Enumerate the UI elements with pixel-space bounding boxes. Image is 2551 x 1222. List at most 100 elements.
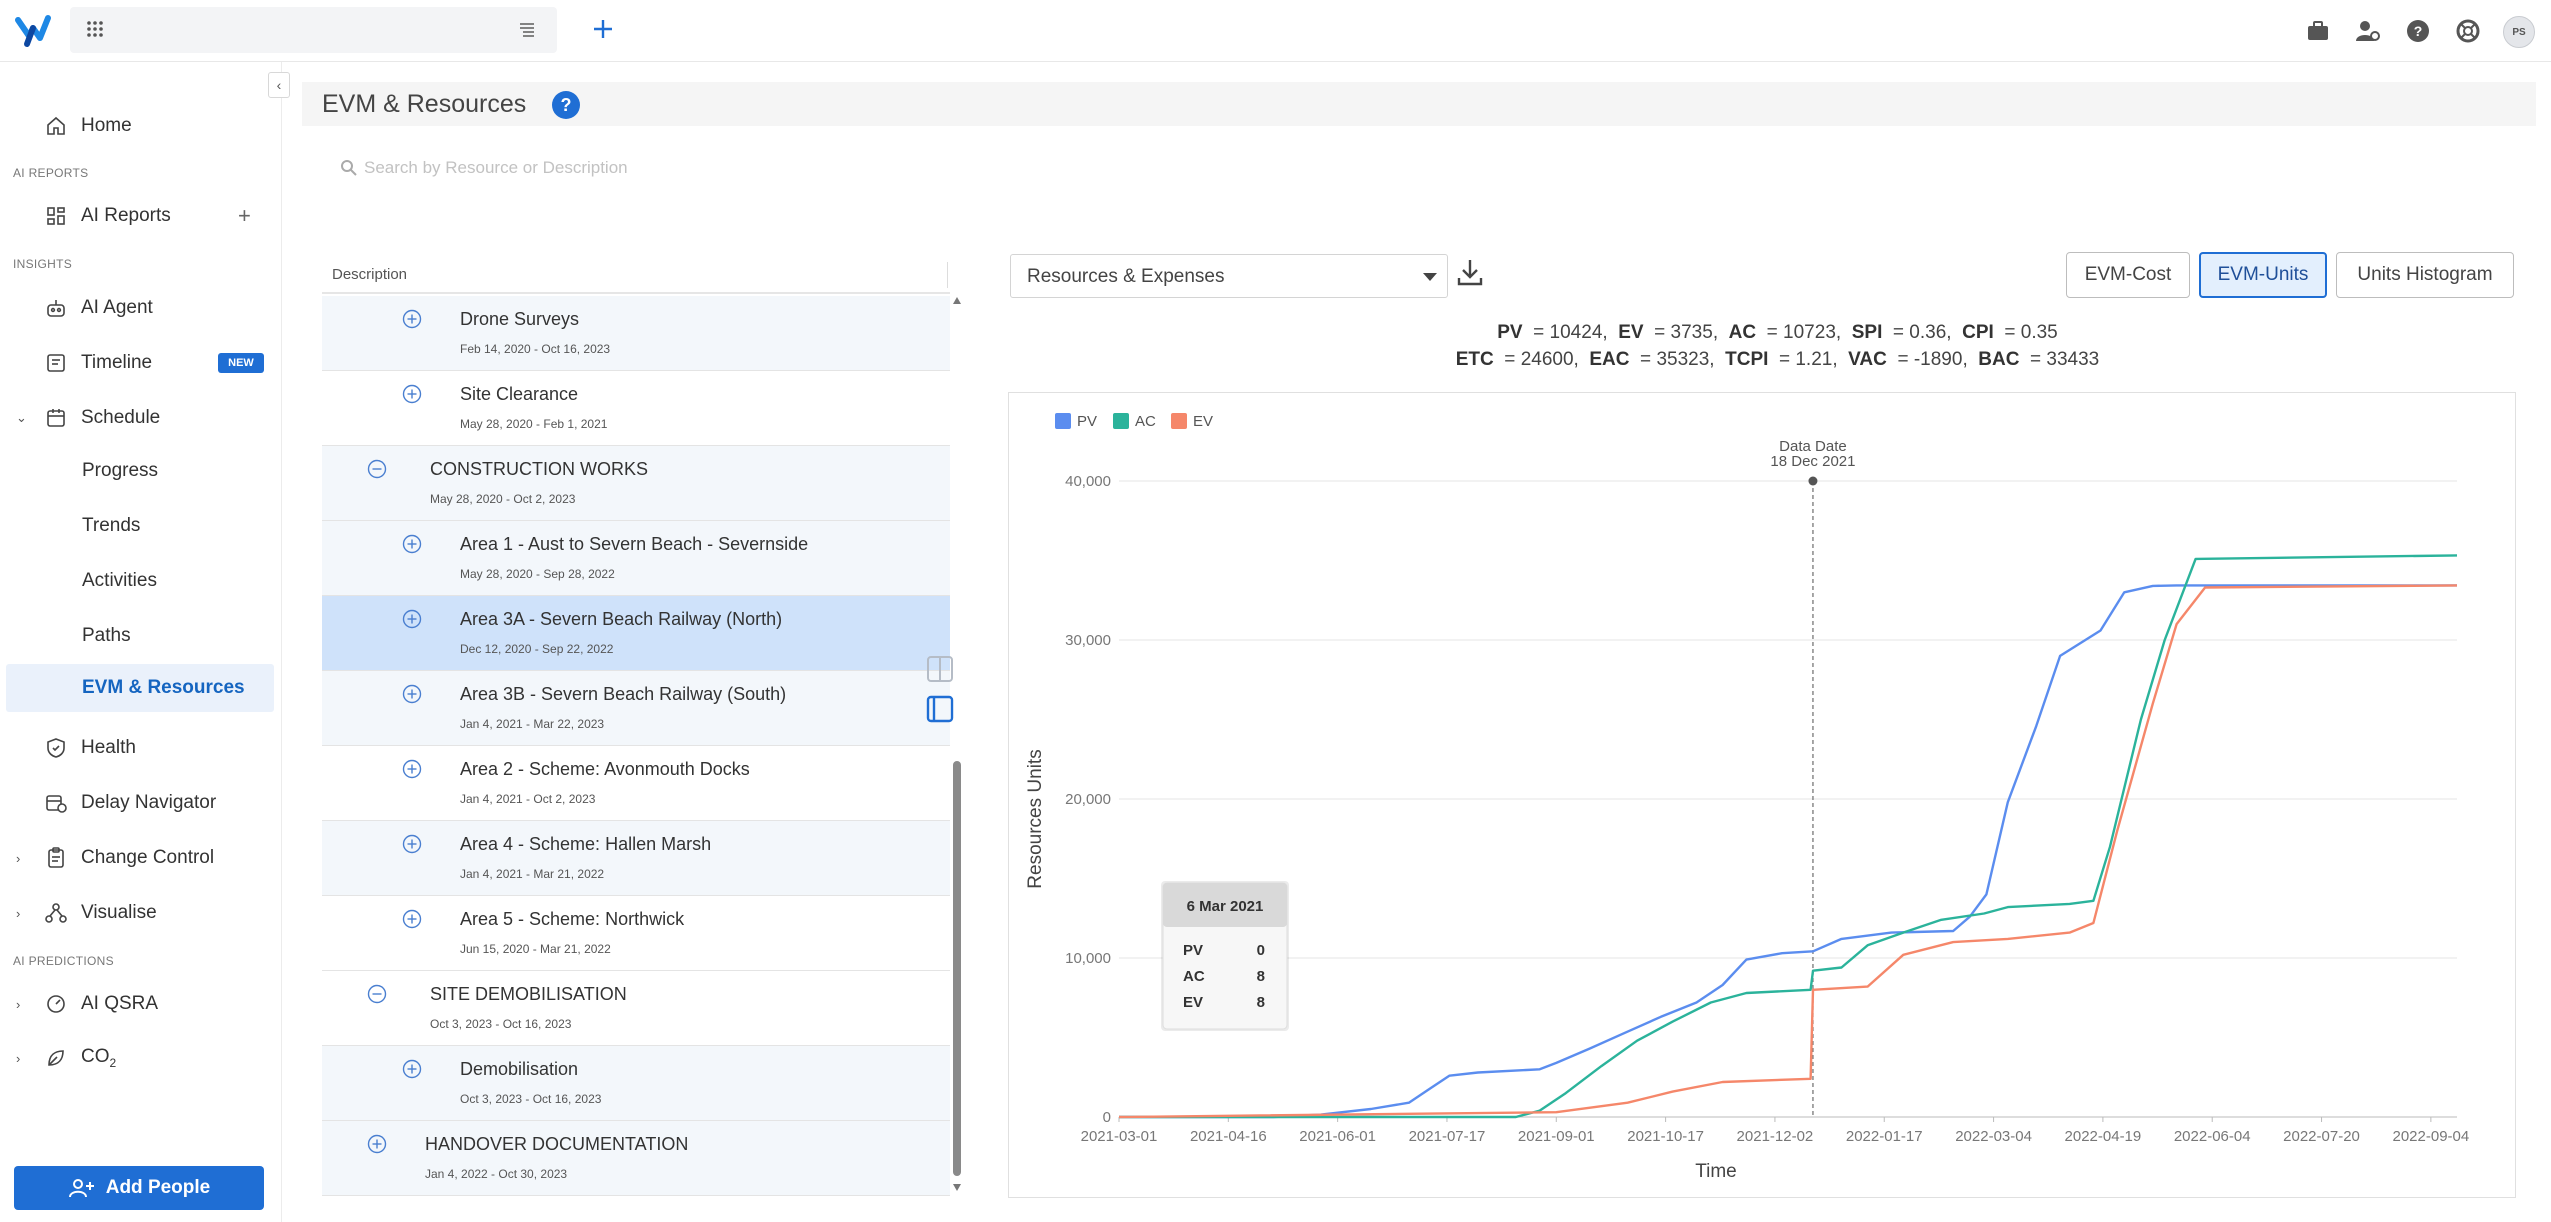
- co2-subscript: 2: [109, 1055, 117, 1070]
- clipboard-icon: [48, 847, 64, 868]
- sidebar-item-schedule[interactable]: ⌄ Schedule: [0, 396, 274, 440]
- expand-plus-icon[interactable]: [402, 909, 422, 929]
- chevron-down-icon[interactable]: ⌄: [16, 410, 27, 425]
- table-row[interactable]: SITE DEMOBILISATION Oct 3, 2023 - Oct 16,…: [322, 971, 950, 1046]
- row-description: CONSTRUCTION WORKS: [430, 459, 648, 479]
- sidebar-label: AI Reports: [81, 205, 171, 226]
- sidebar-item-paths[interactable]: Paths: [0, 614, 274, 658]
- tab-units-histogram[interactable]: Units Histogram: [2336, 252, 2514, 298]
- sidebar-item-activities[interactable]: Activities: [0, 559, 274, 603]
- table-row[interactable]: HANDOVER DOCUMENTATION Jan 4, 2022 - Oct …: [322, 1121, 950, 1196]
- sidebar-item-progress[interactable]: Progress: [0, 449, 274, 493]
- table-row[interactable]: Area 1 - Aust to Severn Beach - Severnsi…: [322, 521, 950, 596]
- expand-plus-icon[interactable]: [402, 609, 422, 629]
- metrics-line-2: ETC = 24600, EAC = 35323, TCPI = 1.21, V…: [1455, 349, 2100, 370]
- scroll-up-arrow[interactable]: [953, 297, 961, 304]
- expand-plus-icon[interactable]: [402, 834, 422, 854]
- search-input[interactable]: [364, 154, 964, 182]
- sidebar-item-delay-navigator[interactable]: Delay Navigator: [0, 781, 274, 825]
- table-row[interactable]: Site Clearance May 28, 2020 - Feb 1, 2021: [322, 371, 950, 446]
- sidebar-label: Delay Navigator: [81, 792, 217, 813]
- user-settings-icon[interactable]: [2355, 18, 2381, 44]
- column-header-description[interactable]: Description: [332, 266, 408, 283]
- tooltip-key: AC: [1183, 968, 1205, 985]
- tab-evm-cost[interactable]: EVM-Cost: [2066, 252, 2190, 298]
- sidebar-label: AI QSRA: [81, 993, 159, 1014]
- table-row[interactable]: Area 2 - Scheme: Avonmouth Docks Jan 4, 2…: [322, 746, 950, 821]
- expand-plus-icon[interactable]: [367, 1134, 387, 1154]
- chevron-right-icon[interactable]: ›: [16, 996, 21, 1012]
- table-header: Description: [322, 256, 950, 294]
- sidebar-item-co2[interactable]: › CO2: [0, 1036, 274, 1080]
- collapse-minus-icon[interactable]: [367, 984, 387, 1004]
- table-row[interactable]: Area 4 - Scheme: Hallen Marsh Jan 4, 2021…: [322, 821, 950, 896]
- expand-plus-icon[interactable]: [402, 534, 422, 554]
- add-plus-icon[interactable]: [590, 16, 616, 42]
- sidebar-item-ai-reports[interactable]: AI Reports +: [0, 194, 274, 238]
- add-people-button[interactable]: Add People: [14, 1166, 264, 1210]
- help-icon[interactable]: ?: [552, 91, 580, 119]
- sidebar-item-timeline[interactable]: Timeline NEW: [0, 341, 274, 385]
- row-description: SITE DEMOBILISATION: [430, 984, 627, 1004]
- sidebar-item-visualise[interactable]: › Visualise: [0, 891, 274, 935]
- data-date-value: 18 Dec 2021: [1770, 453, 1855, 470]
- resource-type-dropdown[interactable]: Resources & Expenses: [1010, 254, 1448, 298]
- x-tick-label: 2022-01-17: [1846, 1128, 1923, 1145]
- panel-left-icon[interactable]: [925, 694, 955, 724]
- grid-menu-icon[interactable]: [86, 20, 104, 38]
- sidebar-item-change-control[interactable]: › Change Control: [0, 836, 274, 880]
- table-row[interactable]: Area 3B - Severn Beach Railway (South) Ja…: [322, 671, 950, 746]
- evm-units-chart: 0 10,000 20,000 30,000 40,000 2021-03-01 2021-…: [1025, 413, 2469, 1182]
- gauge-icon: [47, 995, 65, 1013]
- split-view-icon[interactable]: [925, 654, 955, 684]
- project-selector[interactable]: [70, 7, 557, 53]
- page-title: EVM & Resources: [322, 90, 527, 118]
- expand-plus-icon[interactable]: [402, 1059, 422, 1079]
- collapse-sidebar-button[interactable]: ‹: [268, 72, 290, 98]
- y-tick-label: 10,000: [1065, 950, 1111, 967]
- table-row[interactable]: Drone Surveys Feb 14, 2020 - Oct 16, 2023: [322, 296, 950, 371]
- row-description: Area 1 - Aust to Severn Beach - Severnsi…: [460, 534, 809, 554]
- calendar-icon: [47, 409, 65, 427]
- table-row[interactable]: CONSTRUCTION WORKS May 28, 2020 - Oct 2, …: [322, 446, 950, 521]
- table-scrollbar[interactable]: [950, 296, 964, 1196]
- scroll-down-arrow[interactable]: [953, 1184, 961, 1191]
- sidebar-item-ai-qsra[interactable]: › AI QSRA: [0, 982, 274, 1026]
- y-axis-title: Resources Units: [1025, 749, 1046, 888]
- expand-plus-icon[interactable]: [402, 684, 422, 704]
- sidebar-item-evm-resources[interactable]: EVM & Resources: [6, 664, 274, 712]
- chevron-right-icon[interactable]: ›: [16, 905, 21, 921]
- tooltip-value: 8: [1257, 968, 1265, 985]
- list-menu-icon[interactable]: [518, 20, 536, 38]
- legend-swatch-ac: [1113, 413, 1129, 429]
- expand-plus-icon[interactable]: [402, 759, 422, 779]
- chevron-right-icon[interactable]: ›: [16, 850, 21, 866]
- column-resize-handle[interactable]: [947, 262, 948, 288]
- legend-swatch-ev: [1171, 413, 1187, 429]
- collapse-minus-icon[interactable]: [367, 459, 387, 479]
- scroll-thumb[interactable]: [953, 761, 961, 1176]
- tooltip-header: [1163, 883, 1287, 927]
- add-report-icon[interactable]: +: [238, 203, 251, 228]
- sidebar-item-trends[interactable]: Trends: [0, 504, 274, 548]
- help-circle-icon[interactable]: ?: [2405, 18, 2431, 44]
- support-lifebuoy-icon[interactable]: [2455, 18, 2481, 44]
- x-tick-label: 2022-06-04: [2174, 1128, 2251, 1145]
- sidebar-item-home[interactable]: Home: [0, 104, 274, 148]
- sidebar-label: Activities: [82, 570, 157, 591]
- app-logo-icon[interactable]: [14, 14, 52, 48]
- sidebar-item-ai-agent[interactable]: AI Agent: [0, 286, 274, 330]
- shield-icon: [47, 738, 65, 758]
- chevron-right-icon[interactable]: ›: [16, 1050, 21, 1066]
- user-avatar[interactable]: PS: [2503, 16, 2535, 48]
- download-icon[interactable]: [1455, 256, 1485, 288]
- co2-text: CO: [81, 1046, 110, 1068]
- table-row[interactable]: Demobilisation Oct 3, 2023 - Oct 16, 2023: [322, 1046, 950, 1121]
- expand-plus-icon[interactable]: [402, 384, 422, 404]
- table-row[interactable]: Area 3A - Severn Beach Railway (North) De…: [322, 596, 950, 671]
- sidebar-item-health[interactable]: Health: [0, 726, 274, 770]
- tab-evm-units[interactable]: EVM-Units: [2199, 252, 2327, 298]
- briefcase-icon[interactable]: [2305, 18, 2331, 44]
- table-row[interactable]: Area 5 - Scheme: Northwick Jun 15, 2020 -…: [322, 896, 950, 971]
- expand-plus-icon[interactable]: [402, 309, 422, 329]
